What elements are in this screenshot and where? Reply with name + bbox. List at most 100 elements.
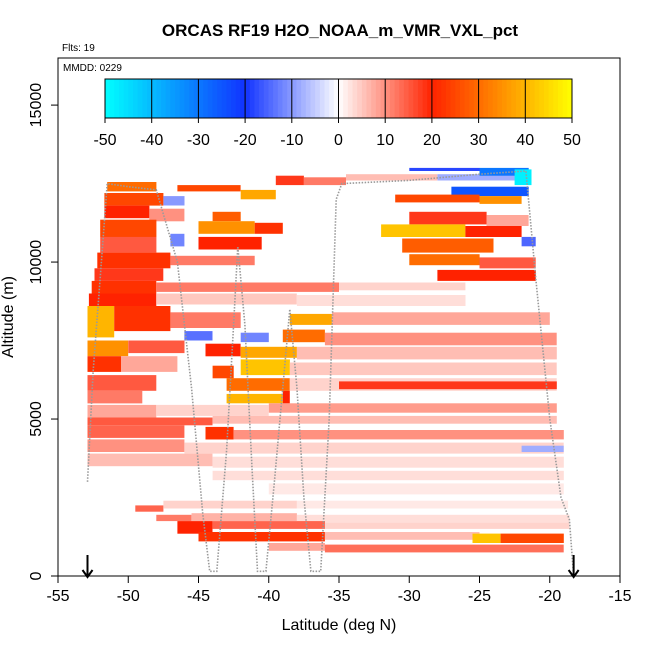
heatmap-cell xyxy=(268,543,325,551)
heatmap-cell xyxy=(296,346,557,360)
colorbar-segment xyxy=(366,79,372,118)
colorbar-segment xyxy=(133,79,139,118)
heatmap-cell xyxy=(100,219,157,237)
heatmap-cell xyxy=(381,224,466,237)
heatmap-cell xyxy=(205,343,241,357)
colorbar-segment xyxy=(473,79,479,118)
heatmap-cell xyxy=(100,236,157,253)
colorbar-segment xyxy=(343,79,349,118)
colorbar-segment xyxy=(352,79,358,118)
colorbar-segment xyxy=(105,79,111,118)
heatmap-cell xyxy=(521,236,536,247)
heatmap-cell xyxy=(94,268,164,281)
heatmap-cell xyxy=(104,205,150,219)
colorbar-segment xyxy=(319,79,325,118)
heatmap-cell xyxy=(289,313,332,325)
heatmap-cell xyxy=(87,306,115,338)
heatmap-cell xyxy=(437,174,522,181)
heatmap-cell xyxy=(339,282,466,291)
heatmap-cell xyxy=(87,404,157,418)
heatmap-cell xyxy=(87,453,213,467)
heatmap-cell xyxy=(156,514,192,522)
colorbar-segment xyxy=(403,79,409,118)
heatmap-cell xyxy=(479,196,522,204)
colorbar-segment xyxy=(137,79,143,118)
colorbar-segment xyxy=(254,79,260,118)
heatmap-cell xyxy=(87,439,185,452)
colorbar-segment xyxy=(165,79,171,118)
heatmap-cell xyxy=(163,500,297,509)
x-tick-label: -55 xyxy=(46,588,69,605)
colorbar-tick-label: 40 xyxy=(516,132,534,149)
colorbar-segment xyxy=(492,79,498,118)
x-axis-ticks: -55 -50 -45 -40 -35 -30 -25 -20 -15 xyxy=(46,576,632,605)
colorbar-segment xyxy=(408,79,414,118)
heatmap-cell xyxy=(465,226,522,237)
colorbar-segment xyxy=(291,79,297,118)
heatmap-cell xyxy=(226,393,283,404)
colorbar-segment xyxy=(305,79,311,118)
colorbar-segment xyxy=(221,79,227,118)
heatmap-cell xyxy=(135,505,164,512)
colorbar-segment xyxy=(310,79,316,118)
heatmap-cell xyxy=(87,340,129,357)
colorbar-segment xyxy=(380,79,386,118)
colorbar-segment xyxy=(296,79,302,118)
heatmap-cell xyxy=(212,415,557,424)
colorbar-segment xyxy=(240,79,246,118)
colorbar-segment xyxy=(567,79,573,118)
heatmap-cell xyxy=(479,257,536,269)
heatmap-cell xyxy=(303,177,346,186)
heatmap-cell xyxy=(156,282,339,292)
heatmap-cell xyxy=(184,442,564,454)
colorbar-segment xyxy=(301,79,307,118)
colorbar-segment xyxy=(464,79,470,118)
heatmap-cell xyxy=(282,390,290,404)
colorbar-segment xyxy=(147,79,153,118)
heatmap-cell xyxy=(296,514,570,523)
heatmap-cell xyxy=(198,221,255,234)
heatmap-cell xyxy=(104,193,164,206)
heatmap-cell xyxy=(324,332,557,346)
heatmap-cell xyxy=(479,167,529,176)
heatmap-cell xyxy=(514,169,532,186)
colorbar-tick-label: 50 xyxy=(563,132,581,149)
colorbar-segment xyxy=(170,79,176,118)
heatmap-cell xyxy=(97,252,171,269)
colorbar-segment xyxy=(109,79,115,118)
heatmap-cell xyxy=(156,404,269,416)
flight-track xyxy=(86,170,575,577)
colorbar-segment xyxy=(385,79,391,118)
chart-title: ORCAS RF19 H2O_NOAA_m_VMR_VXL_pct xyxy=(162,21,518,40)
heatmap-cell xyxy=(88,293,157,307)
heatmap-cell xyxy=(332,312,550,325)
colorbar-segment xyxy=(245,79,251,118)
x-tick-label: -20 xyxy=(538,588,561,605)
heatmap-cell xyxy=(212,456,564,468)
heatmap-cell xyxy=(149,208,185,222)
colorbar-segment xyxy=(375,79,381,118)
colorbar-segment xyxy=(217,79,223,118)
colorbar-segment xyxy=(123,79,129,118)
colorbar-segment xyxy=(553,79,559,118)
colorbar-segment xyxy=(548,79,554,118)
colorbar-segment xyxy=(357,79,363,118)
colorbar-segment xyxy=(422,79,428,118)
colorbar-segment xyxy=(287,79,293,118)
colorbar-segment xyxy=(427,79,433,118)
heatmap-cells xyxy=(87,167,570,553)
colorbar-segment xyxy=(515,79,522,118)
x-tick-label: -45 xyxy=(187,588,210,605)
heatmap-cell xyxy=(87,356,122,372)
colorbar-segment xyxy=(399,79,405,118)
colorbar-tick-label: -30 xyxy=(187,132,210,149)
colorbar-tick-label: -40 xyxy=(140,132,163,149)
heatmap-cell xyxy=(521,445,564,452)
heatmap-cell xyxy=(91,280,157,294)
x-tick-label: -40 xyxy=(257,588,280,605)
heatmap-cell xyxy=(437,269,536,281)
colorbar-segment xyxy=(469,79,475,118)
flights-label: Flts: 19 xyxy=(62,43,95,54)
y-tick-label: 5000 xyxy=(28,401,45,437)
y-tick-label: 15000 xyxy=(28,83,45,128)
